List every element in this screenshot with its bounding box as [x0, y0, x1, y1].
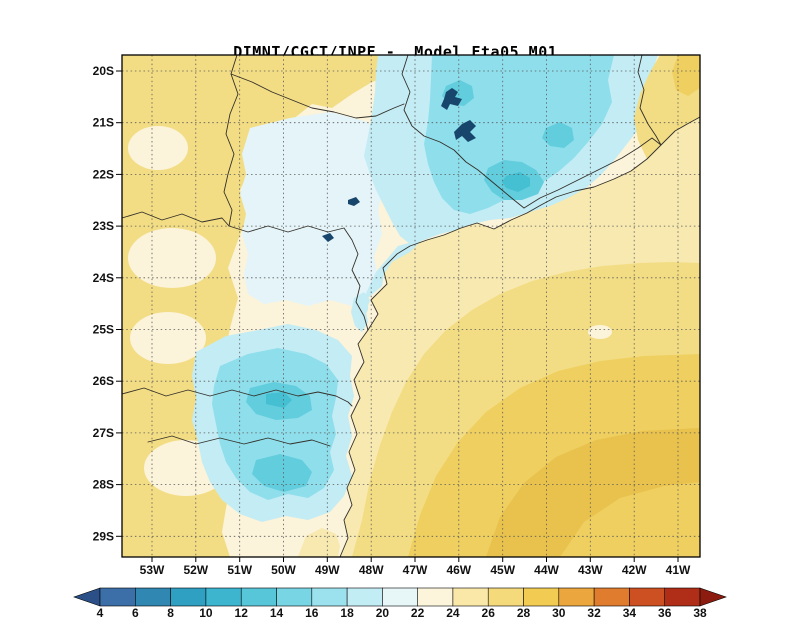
- colorbar-tick-label: 8: [167, 606, 174, 618]
- lon-label: 50W: [271, 563, 296, 577]
- colorbar-segment: [382, 587, 419, 607]
- reservoir-1: [441, 88, 462, 110]
- colorbar-tick-label: 34: [623, 606, 637, 618]
- coastline: [339, 116, 700, 557]
- colorbar-segment: [311, 587, 348, 607]
- colorbar-tick-label: 12: [235, 606, 249, 618]
- state-border-mg-sp: [401, 55, 525, 209]
- reservoir-4: [322, 233, 334, 242]
- colorbar-segment: [205, 587, 242, 607]
- colorbar-tick-label: 24: [446, 606, 460, 618]
- colorbar-segment: [487, 587, 524, 607]
- lat-label: 20S: [93, 64, 114, 78]
- colorbar-segment: [170, 587, 207, 607]
- state-border-es-mg: [637, 55, 662, 146]
- map-frame: [121, 54, 701, 558]
- colorbar-segment: [452, 587, 489, 607]
- lon-label: 43W: [578, 563, 603, 577]
- temp-patch-cream-1: [128, 126, 188, 170]
- lon-label: 42W: [622, 563, 647, 577]
- colorbar-tick-label: 6: [132, 606, 139, 618]
- colorbar-tick-label: 20: [376, 606, 390, 618]
- reservoir-2: [454, 120, 476, 142]
- colorbar-segment: [135, 587, 172, 607]
- temp-spot-ocean-pale: [588, 325, 612, 339]
- colorbar-tick-label: 30: [552, 606, 566, 618]
- colorbar-segment: [346, 587, 383, 607]
- lat-label: 24S: [93, 271, 114, 285]
- lon-label: 49W: [315, 563, 340, 577]
- lat-label: 29S: [93, 529, 114, 543]
- lon-label: 51W: [227, 563, 252, 577]
- colorbar-segment: [523, 587, 560, 607]
- lat-label: 21S: [93, 116, 114, 130]
- lon-label: 44W: [534, 563, 559, 577]
- temp-region-central-paleblue: [240, 112, 384, 306]
- axis-ticks: [116, 70, 679, 562]
- colorbar-right-arrow: [699, 587, 727, 607]
- colorbar-segment: [629, 587, 666, 607]
- temp-patch-cream-2: [128, 228, 216, 288]
- colorbar-tick-label: 38: [693, 606, 707, 618]
- temp-patch-north-deepcyan: [502, 172, 530, 192]
- lon-label: 47W: [403, 563, 428, 577]
- lat-label: 22S: [93, 167, 114, 181]
- gridlines: [122, 55, 700, 557]
- lat-label: 23S: [93, 219, 114, 233]
- temp-region-west-yellow: [122, 55, 410, 557]
- colorbar-tick-label: 14: [270, 606, 284, 618]
- colorbar-tick-label: 32: [587, 606, 601, 618]
- state-border-mg-rj: [523, 137, 662, 209]
- state-border-parana-river: [223, 55, 239, 227]
- colorbar-segment: [240, 587, 277, 607]
- state-border-paranapanema: [122, 211, 369, 331]
- colorbar-segment: [664, 587, 701, 607]
- lon-label: 53W: [140, 563, 165, 577]
- river-iguacu: [147, 435, 331, 447]
- temp-patch-south-deepcyan: [266, 392, 292, 408]
- colorbar-tick-label: 10: [199, 606, 213, 618]
- lat-label: 27S: [93, 426, 114, 440]
- lon-label: 41W: [666, 563, 691, 577]
- lon-label: 45W: [490, 563, 515, 577]
- temp-region-bottom-pale: [298, 528, 340, 557]
- lon-label: 46W: [446, 563, 471, 577]
- lon-label: 52W: [183, 563, 208, 577]
- temp-region-south-cyan: [212, 348, 338, 500]
- colorbar-tick-label: 36: [658, 606, 672, 618]
- colorbar-tick-label: 22: [411, 606, 425, 618]
- lon-label: 48W: [359, 563, 384, 577]
- lat-label: 28S: [93, 478, 114, 492]
- lat-label: 25S: [93, 323, 114, 337]
- temp-patch-south-midcyan-2: [252, 454, 312, 492]
- colorbar-tick-label: 18: [340, 606, 354, 618]
- colorbar-segment: [593, 587, 630, 607]
- lat-label: 26S: [93, 374, 114, 388]
- colorbar-tick-label: 4: [97, 606, 104, 618]
- river-grande: [230, 73, 405, 119]
- temp-region-ne-deep: [672, 55, 700, 96]
- colorbar-tick-label: 26: [482, 606, 496, 618]
- temperature-field: [122, 55, 700, 557]
- colorbar-left-arrow: [73, 587, 101, 607]
- colorbar-tick-label: 16: [305, 606, 319, 618]
- colorbar-segment: [276, 587, 313, 607]
- colorbar-segment: [99, 587, 136, 607]
- state-border-pr-sc: [122, 387, 353, 407]
- temp-region-ocean-corner: [560, 482, 700, 557]
- colorbar-segment: [417, 587, 454, 607]
- colorbar: 4 6 8 10 12 14 16 18 20 22 24 26 28 30 3…: [73, 587, 727, 618]
- reservoir-3: [348, 197, 360, 206]
- temp-patch-cream-3: [130, 312, 206, 364]
- colorbar-tick-label: 28: [517, 606, 531, 618]
- colorbar-segment: [558, 587, 595, 607]
- temp-patch-north-midcyan-2: [542, 122, 574, 148]
